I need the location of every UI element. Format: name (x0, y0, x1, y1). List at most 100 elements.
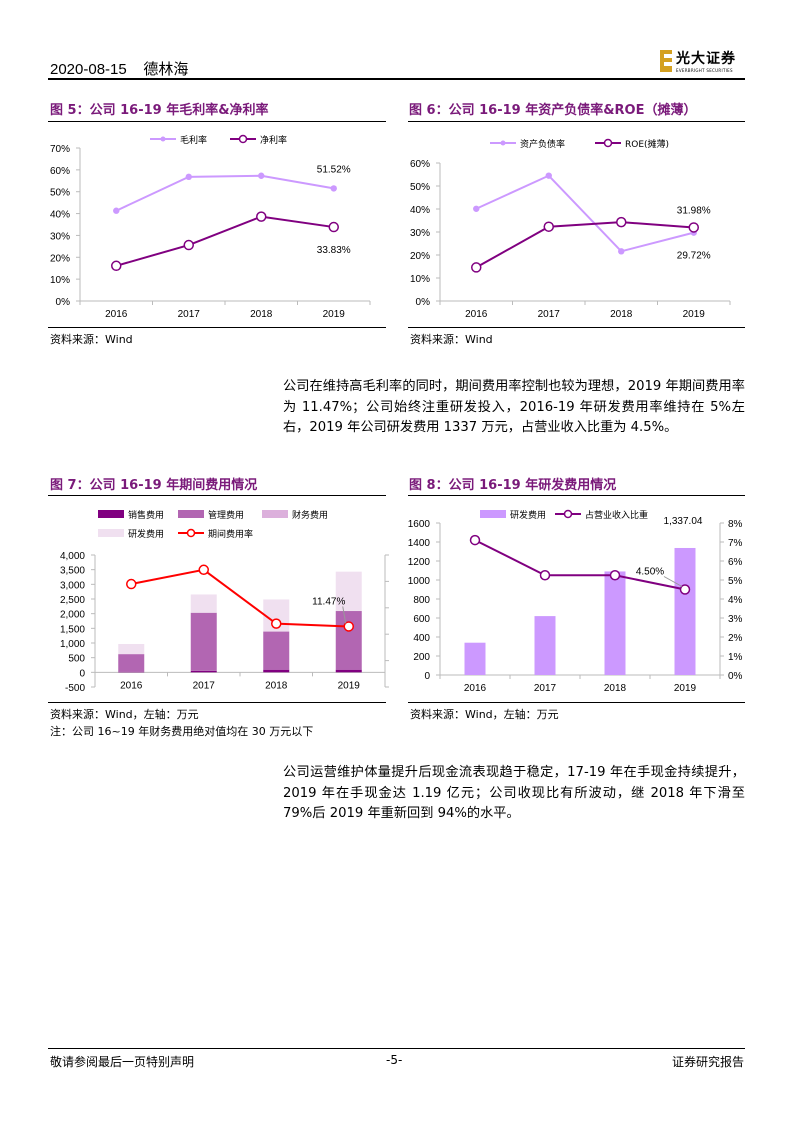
divider (408, 121, 745, 122)
legend-marker-icon (160, 136, 166, 142)
point-期间费用率 (126, 578, 137, 590)
bar-销售费用 (190, 670, 217, 673)
y-tick-label: 0 (79, 668, 85, 679)
line-毛利率 (115, 174, 334, 212)
legend-marker-icon (563, 509, 573, 519)
label-leader (342, 606, 347, 624)
point-净利率 (183, 239, 194, 251)
legend-label: 研发费用 (510, 509, 546, 521)
legend-swatch-icon (98, 510, 124, 518)
y-tick-label: 10% (50, 275, 70, 286)
data-label: 29.72% (677, 251, 711, 262)
y-tick-label: 500 (68, 654, 85, 665)
point-净利率 (111, 260, 122, 272)
point-资产负债率 (618, 248, 625, 255)
legend-label: 资产负债率 (520, 138, 565, 150)
y2-tick-label: 0% (728, 671, 743, 682)
y-tick-label: 1000 (408, 576, 431, 587)
company-name: 德林海 (143, 61, 189, 78)
line-资产负债率 (475, 174, 694, 253)
legend-label: 销售费用 (128, 509, 164, 521)
bar-管理费用 (190, 612, 217, 671)
y-tick-label: 20% (50, 253, 70, 264)
bar-研发费用 (534, 616, 556, 675)
x-tick-label: 2019 (338, 680, 361, 691)
divider (408, 495, 745, 496)
y2-tick-label: 3% (728, 614, 743, 625)
figure-6-title: 图 6：公司 16-19 年资产负债率&ROE（摊薄） (409, 103, 697, 118)
y-tick-label: 1,000 (60, 639, 85, 650)
y2-tick-label: 1% (728, 652, 743, 663)
y-tick-label: 4,000 (60, 551, 85, 562)
y-tick-label: 800 (413, 595, 430, 606)
y2-tick-label: 6% (728, 557, 743, 568)
paragraph-cashflow: 公司运营维护体量提升后现金流表现趋于稳定，17-19 年在手现金持续提升，201… (283, 765, 745, 821)
legend-label: 财务费用 (292, 509, 328, 521)
y2-tick-label: 4% (728, 595, 743, 606)
point-期间费用率 (198, 564, 209, 576)
legend-marker-icon (186, 528, 196, 538)
x-tick-label: 2017 (538, 309, 561, 320)
paragraph-expenses: 公司在维持高毛利率的同时，期间费用率控制也较为理想，2019 年期间费用率为 1… (283, 379, 745, 435)
legend-label: 毛利率 (180, 134, 207, 146)
bar-研发费用 (464, 642, 486, 675)
figure-5-source: 资料来源：Wind (50, 333, 133, 346)
figure-7-note: 注：公司 16~19 年财务费用绝对值均在 30 万元以下 (50, 725, 314, 738)
header-date-company: 2020-08-15 德林海 (50, 58, 188, 79)
figure-7-chart: -500 0 500 1,000 1,500 2,000 2,500 3,000 3,500 4,… (60, 509, 389, 694)
data-label: 33.83% (317, 245, 351, 256)
everbright-logo: 光大证券 EVERBRIGHT SECURITIES (660, 48, 750, 76)
point-毛利率 (258, 172, 265, 179)
y-tick-label: 40% (410, 205, 430, 216)
figure-6-chart: 0% 10% 20% 30% 40% 50% 60% 2016 2017 2018 2019 29.7… (410, 138, 731, 320)
data-label: 31.98% (677, 205, 711, 216)
data-label: 51.52% (317, 164, 351, 175)
legend-label: 期间费用率 (208, 528, 253, 540)
y-tick-label: 50% (50, 188, 70, 199)
data-label: 11.47% (312, 596, 345, 607)
bar-研发费用 (118, 644, 145, 654)
x-tick-label: 2019 (674, 683, 697, 694)
y-tick-label: 600 (413, 614, 430, 625)
point-ROE(摊薄) (616, 216, 627, 228)
legend-label: ROE(摊薄) (625, 138, 669, 150)
legend-label: 净利率 (260, 134, 287, 146)
bar-管理费用 (118, 654, 145, 672)
x-tick-label: 2016 (464, 683, 487, 694)
label-leader (663, 576, 683, 587)
y-tick-label: 3,000 (60, 580, 85, 591)
point-毛利率 (185, 173, 192, 181)
y-tick-label: -500 (65, 683, 85, 694)
x-tick-label: 2017 (178, 309, 201, 320)
point-占营业收入比重 (609, 570, 621, 581)
bar-研发费用 (604, 571, 626, 675)
point-资产负债率 (473, 205, 480, 212)
y-tick-label: 2,500 (60, 595, 85, 606)
page-number: -5- (386, 1053, 403, 1067)
point-ROE(摊薄) (543, 221, 554, 232)
y-tick-label: 1,500 (60, 624, 85, 635)
point-占营业收入比重 (469, 534, 481, 546)
bar-研发费用 (335, 571, 362, 611)
y-tick-label: 60% (50, 166, 70, 177)
legend-label: 占营业收入比重 (585, 509, 648, 521)
point-期间费用率 (343, 621, 354, 632)
y-tick-label: 0% (56, 297, 71, 308)
y-tick-label: 30% (50, 231, 70, 242)
bar-研发费用 (190, 594, 217, 613)
x-tick-label: 2019 (323, 309, 346, 320)
line-ROE(摊薄) (475, 221, 694, 269)
figure-5-chart: 0% 10% 20% 30% 40% 50% 60% 70% 2016 2017 2018 2019 5… (50, 134, 371, 320)
legend-marker-icon (500, 140, 506, 146)
legend-swatch-icon (98, 529, 124, 537)
y2-tick-label: 7% (728, 538, 743, 549)
bar-管理费用 (263, 631, 290, 670)
legend-marker-icon (603, 138, 613, 148)
bar-销售费用 (263, 669, 290, 673)
figure-8-source: 资料来源：Wind，左轴：万元 (410, 708, 559, 721)
legend-label: 管理费用 (208, 509, 244, 521)
y-tick-label: 40% (50, 210, 70, 221)
footer-disclaimer: 敬请参阅最后一页特别声明 (50, 1055, 195, 1069)
y-tick-label: 0 (424, 671, 430, 682)
